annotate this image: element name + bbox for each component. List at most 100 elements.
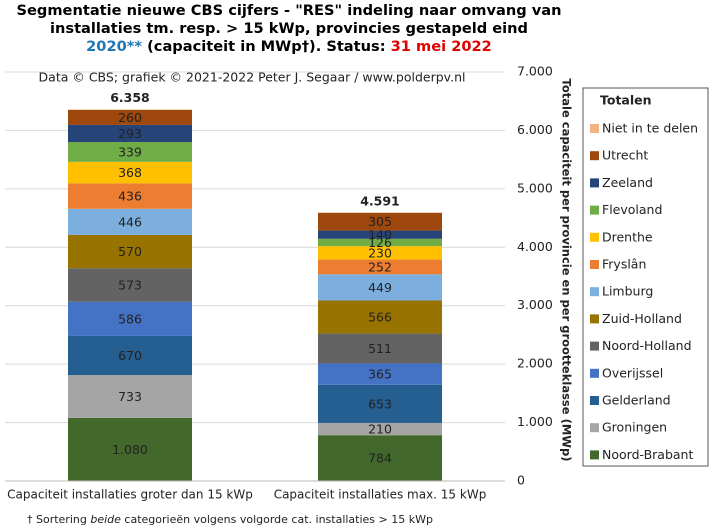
y-tick-label: 0 (517, 473, 525, 488)
bar-segment (68, 183, 192, 209)
legend-label: Fryslân (602, 257, 646, 272)
bar-segment (68, 301, 192, 336)
legend-label: Utrecht (602, 148, 648, 163)
legend-swatch (590, 205, 599, 215)
legend-label: Drenthe (602, 229, 653, 244)
legend-swatch (590, 151, 599, 161)
total-label: 4.591 (360, 193, 400, 208)
bar-segment (318, 384, 442, 423)
chart-title: Segmentatie nieuwe CBS cijfers - "RES" i… (0, 2, 578, 56)
legend-label: Zuid-Holland (602, 311, 682, 326)
y-tick-label: 2.000 (517, 356, 553, 371)
y-tick-label: 1.000 (517, 414, 553, 429)
value-label: 436 (118, 189, 142, 204)
bar-segment (68, 124, 192, 143)
bar-segment (68, 417, 192, 481)
value-label: 339 (118, 144, 142, 159)
value-label: 140 (368, 227, 392, 242)
credit: Data © CBS; grafiek © 2021-2022 Peter J.… (39, 70, 466, 85)
y-tick-label: 7.000 (517, 64, 553, 79)
value-label: 653 (368, 396, 392, 411)
total-label: 6.358 (110, 90, 150, 105)
value-label: 733 (118, 389, 142, 404)
legend-swatch (590, 341, 599, 351)
bar-segment (68, 375, 192, 418)
bar-segment (318, 230, 442, 239)
value-label: 252 (368, 259, 392, 274)
footnote-text: † Sortering (27, 513, 87, 526)
value-label: 449 (368, 280, 392, 295)
value-label: 586 (118, 311, 142, 326)
bar-segment (318, 422, 442, 436)
footnote: † Sortering beide categorieën volgens vo… (27, 513, 433, 526)
title-part: 31 mei 2022 (390, 38, 492, 55)
value-label: 368 (118, 165, 142, 180)
bar-segment (68, 208, 192, 235)
value-label: 260 (118, 110, 142, 125)
value-label: 210 (368, 422, 392, 437)
bar-segment (318, 300, 442, 334)
legend-label: Groningen (602, 420, 667, 435)
value-label: 365 (368, 367, 392, 382)
title-part: 2020** (86, 38, 143, 55)
legend-label: Niet in te delen (602, 121, 698, 136)
y-tick-label: 5.000 (517, 180, 553, 195)
legend-label: Gelderland (602, 393, 671, 408)
legend-label: Flevoland (602, 202, 662, 217)
bar-segment (318, 238, 442, 247)
bar-segment (318, 246, 442, 260)
bar-segment (318, 435, 442, 481)
x-tick-label: Capaciteit installaties groter dan 15 kW… (7, 488, 253, 502)
legend-box (582, 87, 709, 467)
bar-segment (68, 335, 192, 376)
legend-swatch (590, 232, 599, 242)
value-label: 230 (368, 245, 392, 260)
value-label: 446 (118, 214, 142, 229)
legend-swatch (590, 260, 599, 269)
legend-swatch (590, 178, 599, 188)
legend-label: Limburg (602, 284, 653, 299)
value-label: 573 (118, 277, 142, 292)
bar-segment (318, 333, 442, 364)
legend-swatch (590, 314, 599, 324)
legend-swatch (590, 368, 599, 378)
bar-segment (318, 212, 442, 231)
value-label: 670 (118, 348, 142, 363)
bar-segment (68, 142, 192, 162)
legend-label: Overijssel (602, 365, 663, 380)
value-label: 1.080 (112, 442, 148, 457)
bar-segment (318, 274, 442, 301)
legend-title: Totalen (600, 93, 652, 108)
footnote-text: beide (90, 513, 121, 526)
value-label: 305 (368, 214, 392, 229)
legend-swatch (590, 287, 599, 297)
legend-swatch (590, 423, 599, 433)
legend-swatch (590, 396, 599, 405)
x-tick-label: Capaciteit installaties max. 15 kWp (274, 488, 487, 502)
bar-segment (68, 234, 192, 269)
y-tick-label: 3.000 (517, 297, 553, 312)
value-label: 566 (368, 310, 392, 325)
legend-label: Noord-Brabant (602, 447, 693, 462)
y-tick-label: 4.000 (517, 239, 553, 254)
legend-swatch (590, 450, 599, 460)
legend-label: Zeeland (602, 175, 653, 190)
legend-swatch (590, 124, 599, 133)
value-label: 570 (118, 244, 142, 259)
bar-segment (68, 109, 192, 125)
title-part: (capaciteit in MWp†). Status: (147, 38, 386, 55)
value-label: 784 (368, 451, 392, 466)
value-label: 293 (118, 126, 142, 141)
footnote-text: categorieën volgens volgorde cat. instal… (124, 513, 433, 526)
bar-segment (68, 268, 192, 302)
y-tick-label: 6.000 (517, 122, 553, 137)
y-axis-title: Totale capaciteit per provincie en per g… (560, 79, 574, 462)
value-label: 511 (368, 341, 392, 356)
bar-segment (68, 161, 192, 184)
bar-segment (318, 363, 442, 385)
title-part: Segmentatie nieuwe CBS cijfers - "RES" i… (16, 2, 562, 37)
legend-label: Noord-Holland (602, 338, 692, 353)
bar-segment (318, 259, 442, 275)
